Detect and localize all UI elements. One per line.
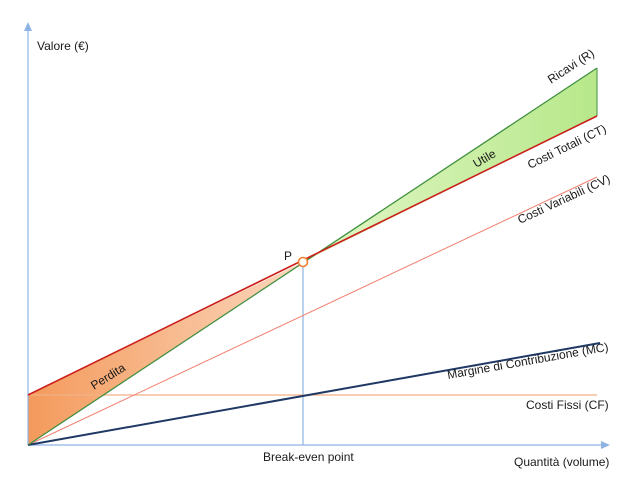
x-axis-arrow — [601, 441, 610, 449]
margine-line — [27, 342, 601, 446]
costi-fissi-label: Costi Fissi (CF) — [526, 398, 609, 412]
break-even-label: Break-even point — [263, 450, 354, 464]
y-axis-label: Valore (€) — [37, 39, 89, 53]
costi-totali-line — [27, 115, 598, 396]
break-even-point-marker — [297, 256, 309, 268]
point-label: P — [284, 249, 292, 263]
costi-variabili-label: Costi Variabili (CV) — [515, 172, 612, 227]
y-axis-arrow — [24, 22, 32, 31]
x-axis-label: Quantità (volume) — [514, 455, 609, 469]
costi-variabili-line — [27, 176, 598, 446]
ricavi-line — [27, 67, 598, 446]
margine-label: Margine di Contribuzione (MC) — [446, 340, 609, 382]
